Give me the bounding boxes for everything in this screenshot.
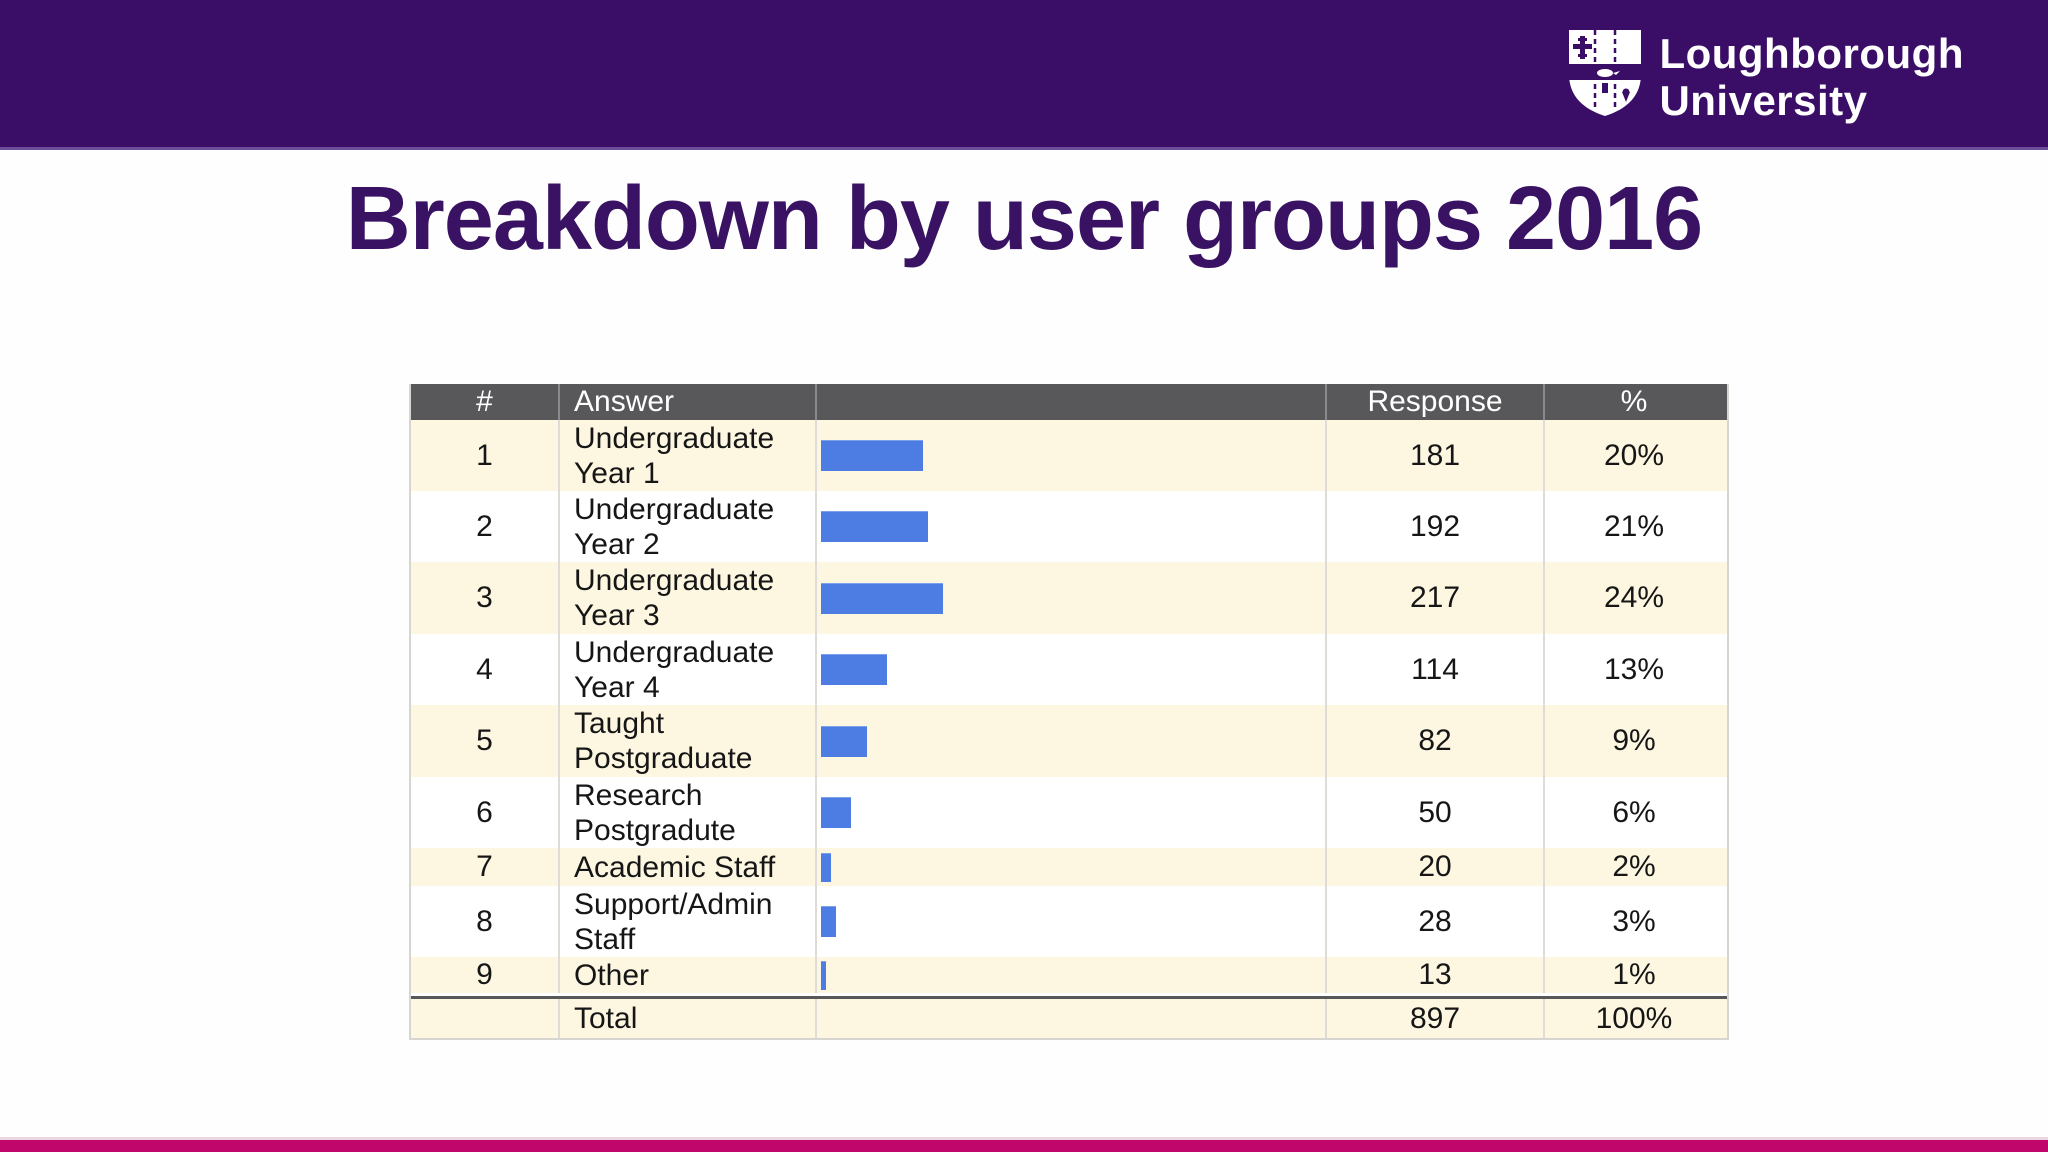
response-value: 181: [1325, 420, 1543, 491]
response-bar: [821, 725, 867, 757]
row-number: 2: [476, 509, 493, 543]
response-bar: [821, 906, 837, 937]
percent-value: 9%: [1543, 705, 1723, 777]
percent-value: 13%: [1543, 634, 1723, 705]
row-number: 9: [476, 958, 493, 991]
bar-cell: [815, 957, 1325, 993]
header-response: Response: [1325, 384, 1543, 420]
table-row: 5 Taught Postgraduate 82 9%: [411, 705, 1727, 777]
response-bar: [821, 960, 827, 990]
university-shield-icon: [1569, 30, 1642, 116]
table-row: 8 Support/Admin Staff 28 3%: [411, 886, 1727, 957]
answer-label: Undergraduate Year 1: [558, 420, 815, 491]
percent-value: 6%: [1543, 777, 1723, 848]
bar-cell: [815, 634, 1325, 705]
logo-text-line1: Loughborough: [1659, 30, 1964, 77]
answer-label: Academic Staff: [558, 848, 815, 886]
answer-label: Undergraduate Year 3: [558, 562, 815, 634]
response-bar: [821, 654, 888, 685]
response-value: 20: [1325, 848, 1543, 886]
slide-title: Breakdown by user groups 2016: [345, 169, 1703, 269]
header-percent: %: [1543, 384, 1723, 420]
table-row: 7 Academic Staff 20 2%: [411, 848, 1727, 886]
response-value: 114: [1325, 634, 1543, 705]
bar-cell: [815, 705, 1325, 777]
table-row: 9 Other 13 1%: [411, 957, 1727, 996]
table-row: 4 Undergraduate Year 4 114 13%: [411, 634, 1727, 705]
bar-cell: [815, 777, 1325, 848]
response-value: 82: [1325, 705, 1543, 777]
answer-label: Taught Postgraduate: [558, 705, 815, 777]
top-banner: Loughborough University: [0, 0, 2048, 150]
response-bar: [821, 511, 928, 542]
row-number: 1: [476, 438, 493, 472]
response-bar: [821, 797, 852, 828]
response-value: 192: [1325, 491, 1543, 562]
bottom-accent-bar: [0, 1140, 2048, 1152]
row-number: 8: [476, 904, 493, 938]
answer-label: Other: [558, 957, 815, 993]
total-bar-cell: [815, 999, 1325, 1038]
row-number: 4: [476, 652, 493, 686]
table-row: 1 Undergraduate Year 1 181 20%: [411, 420, 1727, 491]
bar-cell: [815, 491, 1325, 562]
percent-value: 3%: [1543, 886, 1723, 957]
table-row: 2 Undergraduate Year 2 192 21%: [411, 491, 1727, 562]
answer-label: Undergraduate Year 2: [558, 491, 815, 562]
answer-label: Undergraduate Year 4: [558, 634, 815, 705]
bar-cell: [815, 420, 1325, 491]
header-bar-column: [815, 384, 1325, 420]
total-number-cell: [411, 999, 558, 1038]
response-bar: [821, 440, 923, 471]
total-percent-value: 100%: [1543, 999, 1723, 1038]
university-name: Loughborough University: [1659, 28, 1964, 124]
bar-cell: [815, 848, 1325, 886]
bar-cell: [815, 886, 1325, 957]
row-number: 7: [476, 850, 493, 883]
percent-value: 2%: [1543, 848, 1723, 886]
response-value: 50: [1325, 777, 1543, 848]
percent-value: 24%: [1543, 562, 1723, 634]
university-logo: Loughborough University: [1567, 28, 1964, 124]
total-response-value: 897: [1325, 999, 1543, 1038]
user-groups-table: # Answer Response % 1 Undergraduate Year …: [409, 384, 1729, 1040]
response-bar: [821, 582, 943, 614]
table-header-row: # Answer Response %: [411, 384, 1727, 420]
table-total-row: Total 897 100%: [411, 996, 1727, 1038]
row-number: 3: [476, 581, 493, 614]
percent-value: 20%: [1543, 420, 1723, 491]
row-number: 5: [476, 724, 493, 757]
header-number: #: [476, 385, 493, 418]
table-row: 6 Research Postgradute 50 6%: [411, 777, 1727, 848]
header-answer: Answer: [558, 384, 815, 420]
answer-label: Research Postgradute: [558, 777, 815, 848]
percent-value: 1%: [1543, 957, 1723, 993]
response-bar: [821, 852, 832, 882]
total-label: Total: [558, 999, 815, 1038]
response-value: 28: [1325, 886, 1543, 957]
logo-text-line2: University: [1659, 77, 1868, 124]
response-value: 13: [1325, 957, 1543, 993]
answer-label: Support/Admin Staff: [558, 886, 815, 957]
table-row: 3 Undergraduate Year 3 217 24%: [411, 562, 1727, 634]
bottom-accent-light-strip: [0, 1137, 2048, 1140]
response-value: 217: [1325, 562, 1543, 634]
percent-value: 21%: [1543, 491, 1723, 562]
bar-cell: [815, 562, 1325, 634]
row-number: 6: [476, 795, 493, 829]
